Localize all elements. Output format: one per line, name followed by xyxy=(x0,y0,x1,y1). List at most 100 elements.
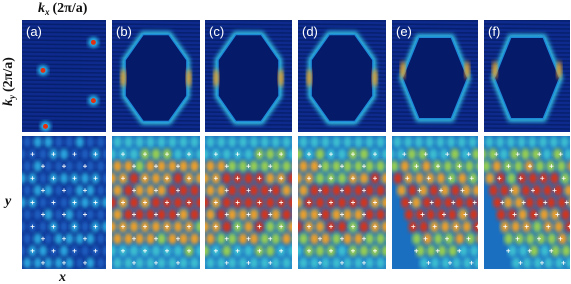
density-blob xyxy=(151,245,161,257)
noise xyxy=(112,23,200,26)
site-marker xyxy=(524,224,529,229)
density-blob xyxy=(59,148,69,160)
site-marker xyxy=(340,212,344,217)
site-marker xyxy=(426,176,431,181)
density-blob xyxy=(249,184,259,197)
density-blob xyxy=(298,148,303,160)
density-blob xyxy=(189,184,200,197)
density-blob xyxy=(59,245,69,257)
site-marker xyxy=(307,176,311,181)
density-blob xyxy=(112,220,117,233)
density-blob xyxy=(556,160,566,173)
density-blob xyxy=(353,184,364,197)
density-blob xyxy=(238,136,248,148)
density-blob xyxy=(528,208,538,221)
density-blob xyxy=(309,184,320,197)
density-blob xyxy=(167,257,178,269)
density-blob xyxy=(298,184,309,197)
density-blob xyxy=(249,208,259,221)
density-blob xyxy=(538,136,548,148)
site-marker xyxy=(515,152,520,157)
hot-spot xyxy=(464,61,470,79)
density-blob xyxy=(535,196,545,209)
site-marker xyxy=(51,176,56,181)
density-blob xyxy=(400,196,410,209)
panel-label: (a) xyxy=(26,24,42,39)
density-blob xyxy=(540,245,550,257)
site-marker xyxy=(329,248,333,253)
density-blob xyxy=(315,269,324,281)
density-blob xyxy=(54,232,64,245)
density-blob xyxy=(532,220,542,233)
density-blob xyxy=(472,220,478,233)
density-blob xyxy=(364,160,375,173)
density-blob xyxy=(102,269,111,281)
density-blob xyxy=(112,196,117,209)
hot-spot xyxy=(120,69,126,87)
density-blob xyxy=(443,160,453,173)
density-blob xyxy=(404,208,414,221)
noise xyxy=(392,27,478,30)
density-blob xyxy=(101,245,106,257)
density-blob xyxy=(33,257,43,269)
density-blob xyxy=(281,208,292,221)
density-blob xyxy=(227,208,237,221)
spot xyxy=(40,67,46,73)
site-marker xyxy=(154,212,158,217)
density-blob xyxy=(173,220,183,233)
density-blob xyxy=(484,148,487,160)
density-blob xyxy=(38,196,48,209)
noise xyxy=(484,23,570,26)
noise xyxy=(205,20,292,22)
site-marker xyxy=(165,152,169,157)
density-blob xyxy=(178,232,189,245)
density-blob xyxy=(298,136,309,148)
density-blob xyxy=(419,257,429,269)
density-blob xyxy=(433,196,443,209)
density-blob xyxy=(298,160,309,173)
panel-label: (c) xyxy=(209,24,224,39)
site-marker xyxy=(318,164,322,169)
site-marker xyxy=(494,152,499,157)
density-blob xyxy=(112,136,123,148)
density-blob xyxy=(205,184,216,197)
noise xyxy=(392,123,478,126)
density-blob xyxy=(441,257,451,269)
density-blob xyxy=(22,208,32,221)
density-blob xyxy=(222,245,232,257)
density-blob xyxy=(80,172,90,185)
site-marker xyxy=(257,152,262,157)
density-blob xyxy=(12,257,21,269)
density-blob xyxy=(281,136,292,148)
density-blob xyxy=(85,160,95,173)
density-blob xyxy=(455,232,465,245)
site-marker xyxy=(329,200,333,205)
density-blob xyxy=(430,257,440,269)
density-blob xyxy=(162,269,171,281)
density-blob xyxy=(101,172,106,185)
site-marker xyxy=(362,260,366,265)
density-blob xyxy=(539,208,549,221)
density-blob xyxy=(287,172,292,185)
density-blob xyxy=(54,208,64,221)
density-blob xyxy=(64,257,74,269)
density-blob xyxy=(195,245,200,257)
density-blob xyxy=(156,136,167,148)
density-blob xyxy=(112,257,123,269)
density-blob xyxy=(485,172,495,185)
site-marker xyxy=(246,236,251,241)
density-blob xyxy=(43,232,53,245)
density-blob xyxy=(506,172,516,185)
density-blob xyxy=(461,184,471,197)
site-marker xyxy=(224,188,229,193)
density-blob xyxy=(134,257,145,269)
site-marker xyxy=(318,260,322,265)
site-marker xyxy=(257,224,262,229)
density-blob xyxy=(43,208,53,221)
density-blob xyxy=(156,232,167,245)
site-marker xyxy=(93,152,98,157)
noise xyxy=(22,31,106,34)
site-marker xyxy=(307,248,311,253)
density-blob xyxy=(469,245,478,257)
density-blob xyxy=(525,232,535,245)
